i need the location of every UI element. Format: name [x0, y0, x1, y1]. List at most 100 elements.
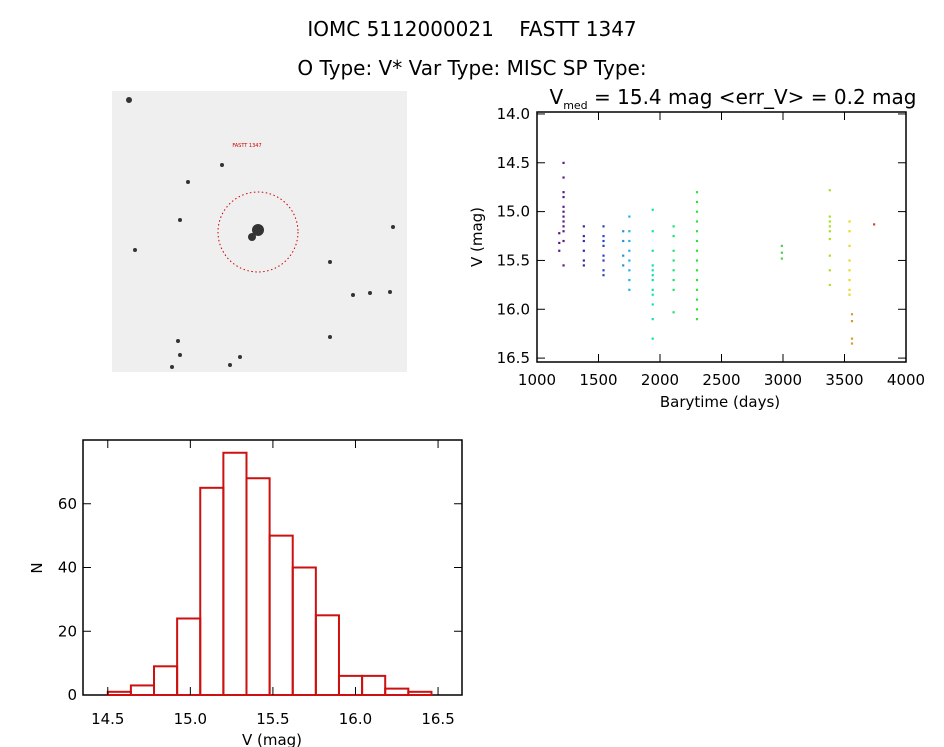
- data-point: [558, 241, 561, 245]
- y-tick-label: 16.5: [497, 349, 530, 367]
- histogram-bar: [176, 617, 202, 696]
- star: [186, 180, 190, 184]
- histogram-bar: [268, 534, 294, 696]
- x-tick-label: 3000: [764, 371, 802, 389]
- data-point: [695, 210, 699, 213]
- page-subtitle: O Type: V* Var Type: MISC SP Type:: [297, 56, 646, 80]
- data-point: [828, 189, 831, 192]
- data-point: [628, 278, 631, 282]
- data-point: [848, 230, 851, 233]
- x-tick-label: 1500: [579, 371, 617, 389]
- y-tick-label: 40: [58, 559, 77, 577]
- histogram-bar: [337, 674, 364, 696]
- star: [220, 163, 224, 167]
- data-point: [828, 230, 831, 233]
- data-point: [828, 220, 831, 223]
- data-point: [828, 225, 831, 228]
- star: [248, 233, 256, 241]
- data-point: [850, 313, 854, 316]
- histogram-bar: [361, 674, 387, 696]
- histogram-chart: 14.5 15.0 15.5 16.0 16.5 0 20 40 60 V (mag) N: [28, 439, 463, 747]
- lc-title: Vmed = 15.4 mag <err_V> = 0.2 mag: [550, 85, 917, 112]
- data-point: [780, 251, 783, 254]
- data-point: [562, 161, 565, 164]
- data-point: [582, 259, 585, 262]
- lc-ylabel: V (mag): [468, 207, 486, 267]
- star: [126, 97, 132, 103]
- histogram-bar: [199, 486, 225, 696]
- data-point: [695, 239, 699, 243]
- y-tick-label: 14.0: [497, 105, 530, 123]
- data-point: [602, 239, 605, 243]
- data-point: [695, 191, 699, 194]
- data-point: [848, 244, 851, 247]
- data-point: [695, 249, 699, 252]
- data-point: [628, 259, 631, 262]
- y-tick-label: 16.0: [497, 300, 530, 318]
- histogram-bar: [314, 614, 340, 696]
- data-point: [828, 283, 831, 287]
- histogram-bar: [245, 477, 271, 696]
- data-point: [562, 225, 565, 228]
- data-point: [828, 254, 831, 257]
- star: [133, 248, 137, 252]
- y-tick-label: 15.0: [497, 203, 530, 221]
- data-point: [628, 249, 631, 252]
- data-point: [651, 288, 654, 291]
- data-point: [672, 269, 675, 272]
- data-point: [582, 239, 585, 243]
- data-point: [651, 318, 654, 321]
- data-point: [651, 264, 654, 267]
- data-point: [628, 239, 631, 243]
- hist-xlabel: V (mag): [242, 731, 302, 747]
- star: [170, 365, 174, 369]
- data-point: [848, 288, 851, 291]
- data-point: [582, 249, 585, 252]
- histogram-bar: [291, 566, 317, 696]
- data-point: [622, 230, 625, 233]
- histogram-bar: [106, 690, 132, 696]
- data-point: [602, 269, 605, 272]
- data-point: [848, 269, 851, 272]
- hist-frame: [82, 439, 463, 696]
- data-point: [602, 244, 605, 247]
- data-point: [562, 220, 565, 223]
- data-point: [628, 288, 631, 291]
- data-point: [873, 223, 876, 226]
- star: [391, 225, 395, 229]
- data-point: [651, 337, 654, 340]
- data-point: [695, 308, 699, 311]
- star: [228, 363, 232, 367]
- target-label: FASTT 1347: [232, 143, 261, 149]
- y-tick-label: 14.5: [497, 154, 530, 172]
- x-tick-label: 2000: [641, 371, 679, 389]
- data-point: [651, 303, 654, 306]
- data-point: [672, 225, 675, 228]
- data-point: [695, 298, 699, 301]
- x-tick-label: 15.5: [256, 710, 289, 728]
- data-point: [848, 293, 851, 296]
- data-point: [695, 230, 699, 233]
- star: [178, 218, 182, 222]
- page-title: IOMC 5112000021 FASTT 1347: [307, 17, 636, 41]
- star: [176, 339, 180, 343]
- star: [252, 224, 264, 236]
- data-point: [651, 274, 654, 277]
- data-point: [622, 239, 625, 243]
- data-point: [622, 264, 625, 267]
- x-tick-label: 1000: [518, 371, 556, 389]
- data-point: [602, 259, 605, 262]
- data-point: [850, 337, 854, 340]
- target-circle: [217, 191, 299, 273]
- x-tick-label: 15.0: [174, 710, 207, 728]
- data-point: [562, 195, 565, 199]
- y-tick-label: 0: [67, 686, 77, 704]
- data-point: [848, 220, 851, 223]
- data-point: [602, 274, 605, 277]
- data-point: [628, 269, 631, 272]
- data-point: [828, 237, 831, 241]
- data-point: [622, 254, 625, 257]
- data-point: [582, 225, 585, 228]
- data-point: [672, 278, 675, 282]
